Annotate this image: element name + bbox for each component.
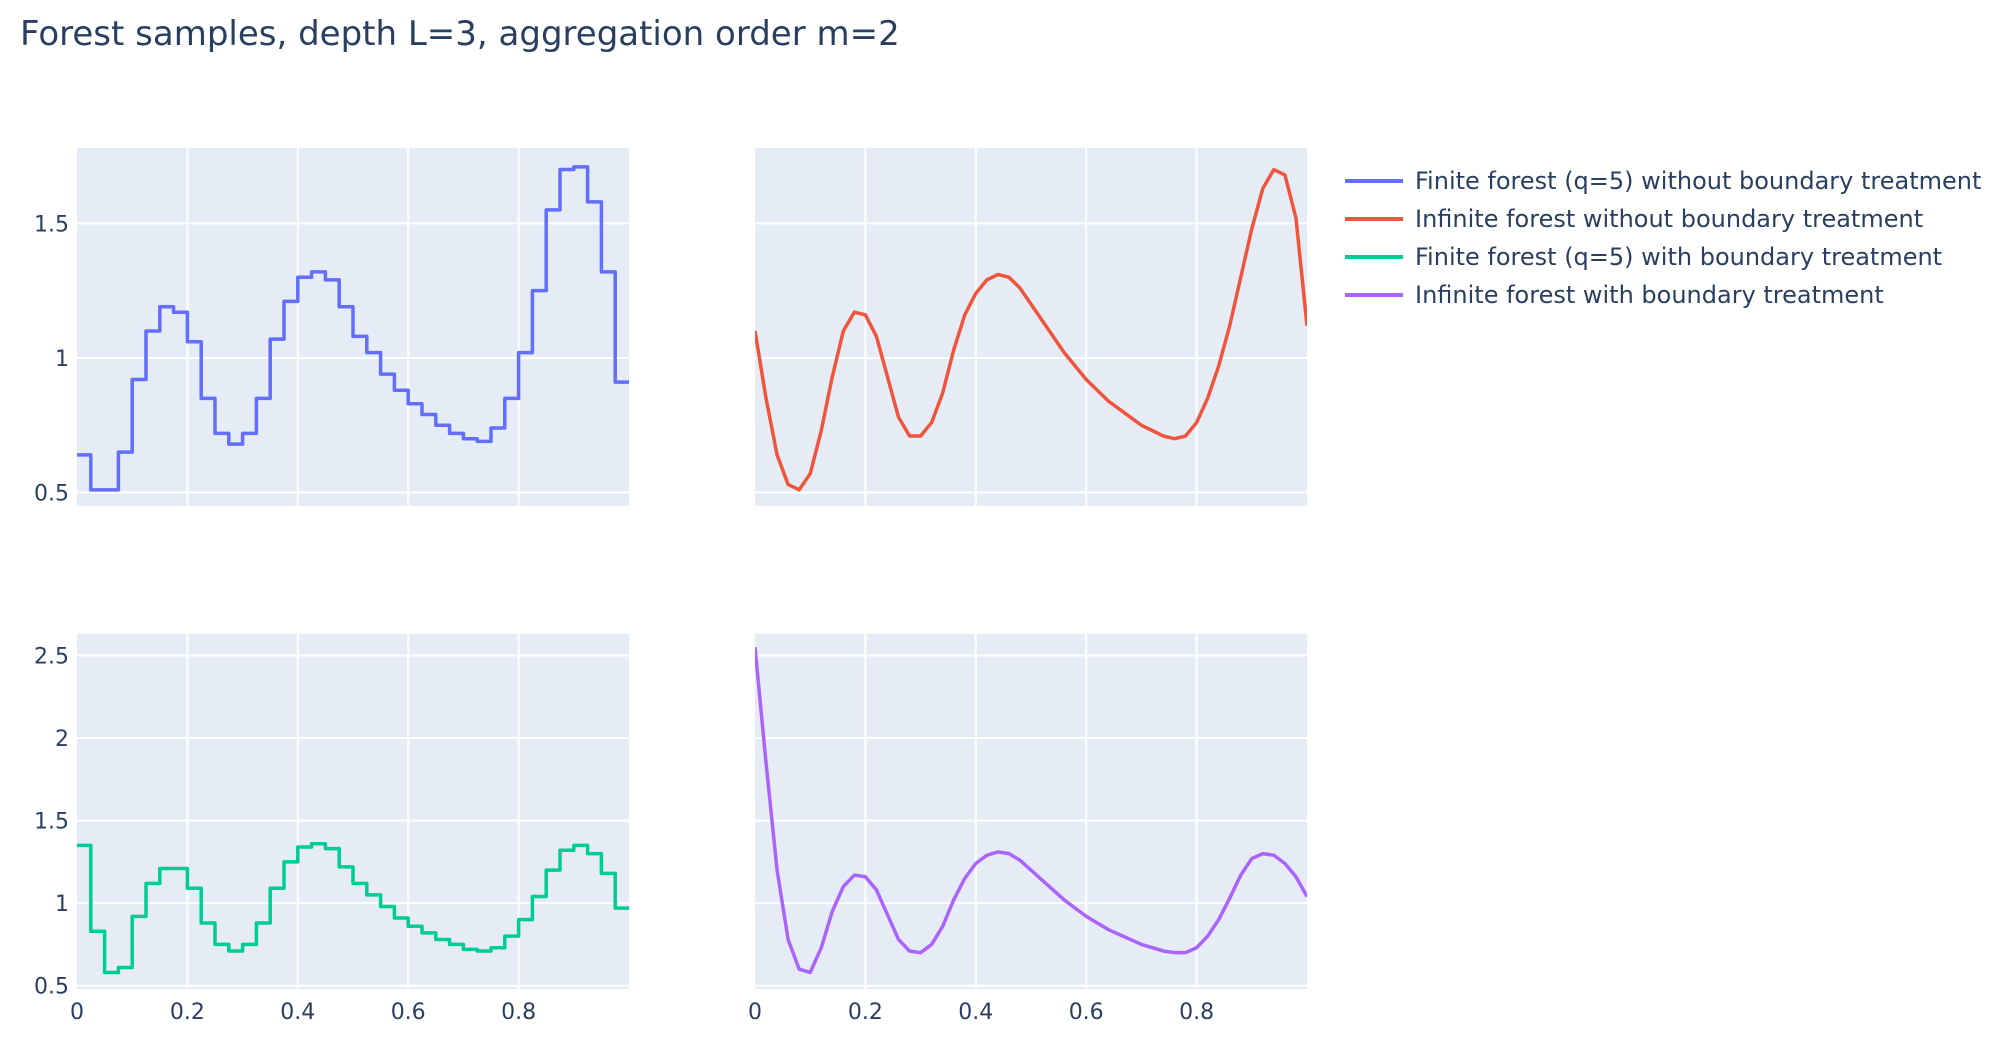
series-line — [755, 647, 1307, 975]
y-tick-label: 0.5 — [34, 482, 69, 507]
y-tick-label: 1 — [55, 892, 69, 917]
legend-item-infinite-no-bt[interactable]: Infinite forest without boundary treatme… — [1345, 200, 1981, 238]
plot-area — [77, 634, 629, 989]
x-tick-label: 0.2 — [848, 1000, 883, 1025]
y-tick-label: 2 — [55, 727, 69, 752]
subplot-bottom-right: 0 0.2 0.4 0.6 0.8 — [748, 634, 1307, 1025]
y-tick-label: 0.5 — [34, 975, 69, 1000]
y-tick-label: 1.5 — [34, 810, 69, 835]
y-tick-label: 1 — [55, 347, 69, 372]
x-tick-label: 0.6 — [1069, 1000, 1104, 1025]
legend-item-finite-bt[interactable]: Finite forest (q=5) with boundary treatm… — [1345, 238, 1981, 276]
legend-item-finite-no-bt[interactable]: Finite forest (q=5) without boundary tre… — [1345, 162, 1981, 200]
x-tick-label: 0 — [748, 1000, 762, 1025]
plot-area — [755, 634, 1307, 989]
x-tick-label: 0.8 — [1179, 1000, 1214, 1025]
x-tick-label: 0.2 — [170, 1000, 205, 1025]
legend-label: Infinite forest without boundary treatme… — [1415, 205, 1924, 233]
legend-swatch — [1345, 179, 1403, 183]
legend-swatch — [1345, 293, 1403, 297]
subplot-bottom-left: 0.5 1 1.5 2 2.5 0 0.2 0.4 0.6 0.8 — [34, 634, 629, 1025]
subplot-top-left: 0.5 1 1.5 — [34, 148, 629, 507]
x-tick-label: 0.4 — [280, 1000, 315, 1025]
legend-label: Finite forest (q=5) without boundary tre… — [1415, 167, 1982, 195]
legend-swatch — [1345, 255, 1403, 259]
y-tick-label: 1.5 — [34, 212, 69, 237]
x-tick-label: 0.4 — [958, 1000, 993, 1025]
x-tick-label: 0.8 — [501, 1000, 536, 1025]
series-line — [77, 165, 629, 492]
y-tick-label: 2.5 — [34, 644, 69, 669]
legend-swatch — [1345, 217, 1403, 221]
plot-area — [755, 148, 1307, 506]
chart-title: Forest samples, depth L=3, aggregation o… — [20, 14, 900, 54]
x-tick-label: 0 — [70, 1000, 84, 1025]
x-tick-label: 0.6 — [391, 1000, 426, 1025]
legend-label: Infinite forest with boundary treatment — [1415, 281, 1884, 309]
legend-label: Finite forest (q=5) with boundary treatm… — [1415, 243, 1943, 271]
series-line — [77, 841, 629, 975]
series-line — [755, 167, 1307, 492]
legend-item-infinite-bt[interactable]: Infinite forest with boundary treatment — [1345, 276, 1981, 314]
legend[interactable]: Finite forest (q=5) without boundary tre… — [1345, 162, 1981, 314]
subplot-top-right — [755, 148, 1307, 506]
